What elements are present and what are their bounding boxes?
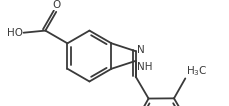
- Text: NH: NH: [136, 62, 151, 72]
- Text: H$_3$C: H$_3$C: [185, 64, 207, 77]
- Text: N: N: [137, 45, 144, 55]
- Text: O: O: [52, 0, 60, 10]
- Text: HO: HO: [7, 28, 23, 38]
